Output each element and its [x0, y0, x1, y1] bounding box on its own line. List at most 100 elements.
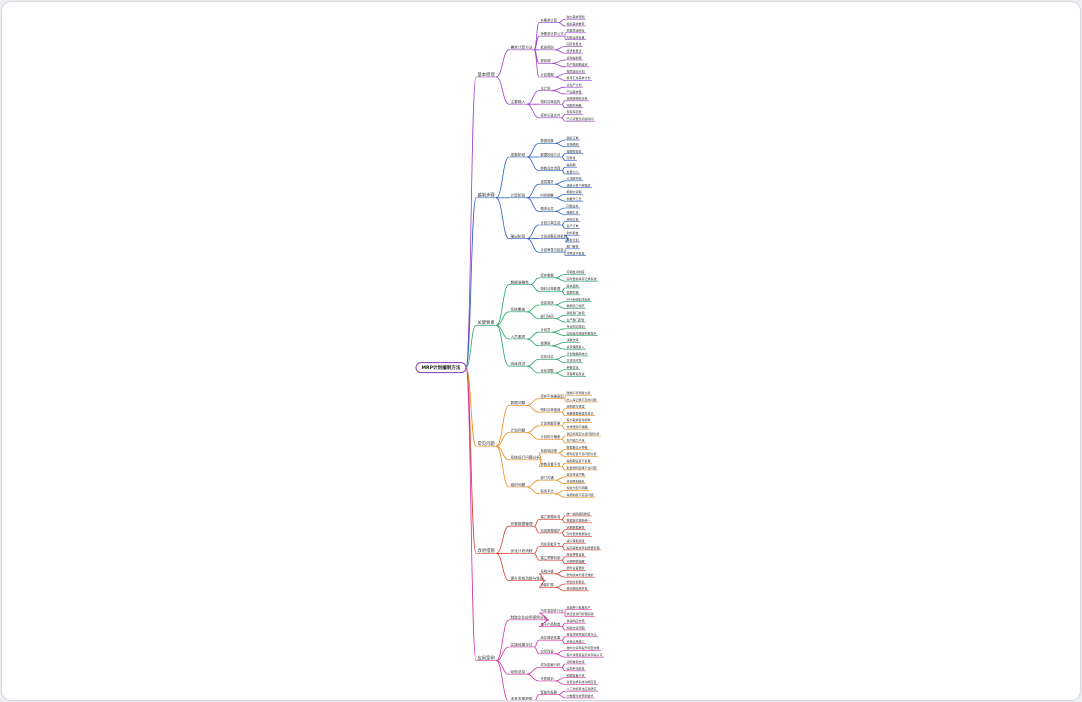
- topic-node[interactable]: 系统响应慢: [541, 448, 558, 453]
- leaf-node[interactable]: 定期盘点制度: [567, 269, 585, 274]
- leaf-node[interactable]: 流程再造改进: [567, 371, 585, 376]
- topic-node[interactable]: 时间倒推: [541, 193, 555, 198]
- topic-node[interactable]: 管理层: [541, 341, 552, 346]
- leaf-node[interactable]: 相关需求推导: [567, 21, 585, 26]
- leaf-node[interactable]: 实时更新库存记录系统: [567, 276, 597, 281]
- leaf-node[interactable]: 准时交货率提升明显效果: [567, 645, 600, 650]
- topic-node[interactable]: 计划执行偏差: [541, 434, 561, 439]
- leaf-node[interactable]: 准确性检查: [567, 148, 582, 153]
- topic-node[interactable]: 库存不准确原因: [541, 393, 565, 398]
- topic-node[interactable]: 职责不清: [541, 489, 555, 494]
- leaf-node[interactable]: 现有库存量: [567, 109, 582, 114]
- leaf-node[interactable]: 生产部门配合: [567, 317, 585, 322]
- topic-node[interactable]: 失败教训: [541, 676, 555, 681]
- topic-node[interactable]: 参数设置不当: [541, 461, 561, 466]
- leaf-node[interactable]: 从顶层开始: [567, 176, 582, 181]
- leaf-node[interactable]: 缩短交货周期: [567, 625, 585, 630]
- topic-node[interactable]: 物料清单数据: [541, 286, 561, 291]
- topic-node[interactable]: 经验总结: [511, 669, 526, 674]
- leaf-node[interactable]: 主生产计划: [567, 82, 582, 87]
- leaf-node[interactable]: 软件版本升级与维护: [567, 572, 594, 577]
- leaf-node[interactable]: 资金占用减少: [567, 638, 585, 643]
- leaf-node[interactable]: 信息传递不畅: [567, 472, 585, 477]
- leaf-node[interactable]: 逐级计算下层需求: [567, 182, 591, 187]
- root-node[interactable]: MRP计划编制方法: [415, 362, 467, 374]
- topic-node[interactable]: 数据校验方法: [541, 152, 561, 157]
- leaf-node[interactable]: 按月汇总需求计划: [567, 75, 591, 80]
- leaf-node[interactable]: 用量数据错误及修正: [567, 410, 594, 415]
- topic-node[interactable]: 库存降低效果: [541, 635, 561, 640]
- leaf-node[interactable]: 多品种小批量生产: [567, 604, 591, 609]
- topic-node[interactable]: 主要输入: [511, 99, 526, 104]
- leaf-node[interactable]: 硬件设备更新: [567, 565, 585, 570]
- leaf-node[interactable]: 提前期设置不合理: [567, 458, 591, 463]
- leaf-node[interactable]: 前期准备不足: [567, 672, 585, 677]
- leaf-node[interactable]: 库存预警设置: [567, 552, 585, 557]
- topic-node[interactable]: 实施效果评估: [511, 642, 533, 647]
- leaf-node[interactable]: 结构层次错误: [567, 404, 585, 409]
- leaf-node[interactable]: 市场预测: [567, 142, 579, 147]
- topic-node[interactable]: 部门协同: [541, 313, 554, 318]
- topic-node[interactable]: 优化调整: [541, 368, 555, 373]
- topic-node[interactable]: 净需求计算公式: [541, 31, 565, 36]
- leaf-node[interactable]: 同类合并: [567, 203, 579, 208]
- topic-node[interactable]: 汽车零部件行业: [541, 608, 565, 613]
- leaf-node[interactable]: 参数优化: [567, 364, 579, 369]
- topic-node[interactable]: 计算阶段: [511, 193, 526, 198]
- branch-node[interactable]: 常见问题: [478, 440, 496, 447]
- leaf-node[interactable]: 已订货量及到货时间: [567, 116, 594, 121]
- topic-node[interactable]: 物料清单错误: [541, 407, 561, 412]
- leaf-node[interactable]: 产品需求量: [567, 89, 582, 94]
- leaf-node[interactable]: 按周滚动计划: [567, 68, 585, 73]
- branch-node[interactable]: 改进措施: [478, 547, 496, 554]
- leaf-node[interactable]: 毛需求减库存: [567, 28, 585, 33]
- topic-node[interactable]: 需求合并: [541, 206, 555, 211]
- topic-node[interactable]: 系统运行问题分析: [511, 455, 541, 460]
- topic-node[interactable]: 库存数据: [541, 273, 555, 278]
- leaf-node[interactable]: 交期预警提醒: [567, 558, 585, 563]
- leaf-node[interactable]: 供应商延迟交货问题分析: [567, 431, 600, 436]
- leaf-node[interactable]: 计划准确率统计: [567, 351, 588, 356]
- topic-node[interactable]: 准备阶段: [511, 152, 526, 157]
- topic-node[interactable]: 建立数据标准: [541, 514, 561, 519]
- leaf-node[interactable]: 倒推开工日: [567, 196, 582, 201]
- leaf-node[interactable]: 零部件用量: [567, 102, 582, 107]
- leaf-node[interactable]: 数据量过大导致: [567, 444, 588, 449]
- leaf-node[interactable]: 领导签字批准: [567, 250, 585, 255]
- topic-node[interactable]: 加强数据维护: [541, 528, 561, 533]
- leaf-node[interactable]: 批量规则选择不当问题: [567, 465, 597, 470]
- topic-node[interactable]: 制造企业应用案例分析: [511, 615, 548, 620]
- leaf-node[interactable]: 版本控制: [567, 283, 579, 288]
- leaf-node[interactable]: 固定批量法: [567, 41, 582, 46]
- topic-node[interactable]: 计划问题: [511, 427, 526, 432]
- leaf-node[interactable]: 变更管理: [567, 290, 579, 295]
- leaf-node[interactable]: 销售部门协调: [567, 310, 585, 315]
- leaf-node[interactable]: 多层级物料清单: [567, 96, 588, 101]
- topic-node[interactable]: 完善数据管理: [511, 521, 533, 526]
- topic-node[interactable]: 优化计划流程: [511, 548, 533, 553]
- topic-node[interactable]: 组织问题: [511, 482, 526, 487]
- leaf-node[interactable]: 重新计划: [567, 237, 579, 242]
- leaf-node[interactable]: 经济批量法: [567, 48, 582, 53]
- leaf-node[interactable]: 生产订单: [567, 223, 579, 228]
- topic-node[interactable]: 系统升级: [541, 569, 555, 574]
- topic-node[interactable]: 计划员: [541, 327, 552, 332]
- topic-node[interactable]: 简化审批环节: [541, 541, 561, 546]
- topic-node[interactable]: 计划审核与批准: [541, 247, 565, 252]
- leaf-node[interactable]: 供应链协同管理实践: [567, 611, 594, 616]
- leaf-node[interactable]: 实际操作经验积累提升: [567, 330, 597, 335]
- leaf-node[interactable]: 人工智能算法应用研究: [567, 686, 597, 691]
- topic-node[interactable]: 提升系统功能与性能: [511, 575, 544, 580]
- leaf-node[interactable]: 定期数据审核: [567, 524, 585, 529]
- leaf-node[interactable]: 批量大小: [567, 169, 579, 174]
- topic-node[interactable]: 库存记录文件: [541, 113, 561, 118]
- leaf-node[interactable]: 大数据分析预测技术: [567, 693, 594, 698]
- leaf-node[interactable]: 盲目追求系统功能完善: [567, 679, 597, 684]
- topic-node[interactable]: 需求计算方法: [511, 45, 533, 50]
- branch-node[interactable]: 应用案例: [478, 654, 495, 661]
- topic-node[interactable]: 部门沟通: [541, 475, 555, 480]
- topic-node[interactable]: 计划调整反馈机制: [541, 233, 568, 238]
- leaf-node[interactable]: 跨期汇总: [567, 210, 579, 215]
- topic-node[interactable]: 智能化发展: [541, 689, 558, 694]
- leaf-node[interactable]: 账物不符现象分析: [567, 390, 591, 395]
